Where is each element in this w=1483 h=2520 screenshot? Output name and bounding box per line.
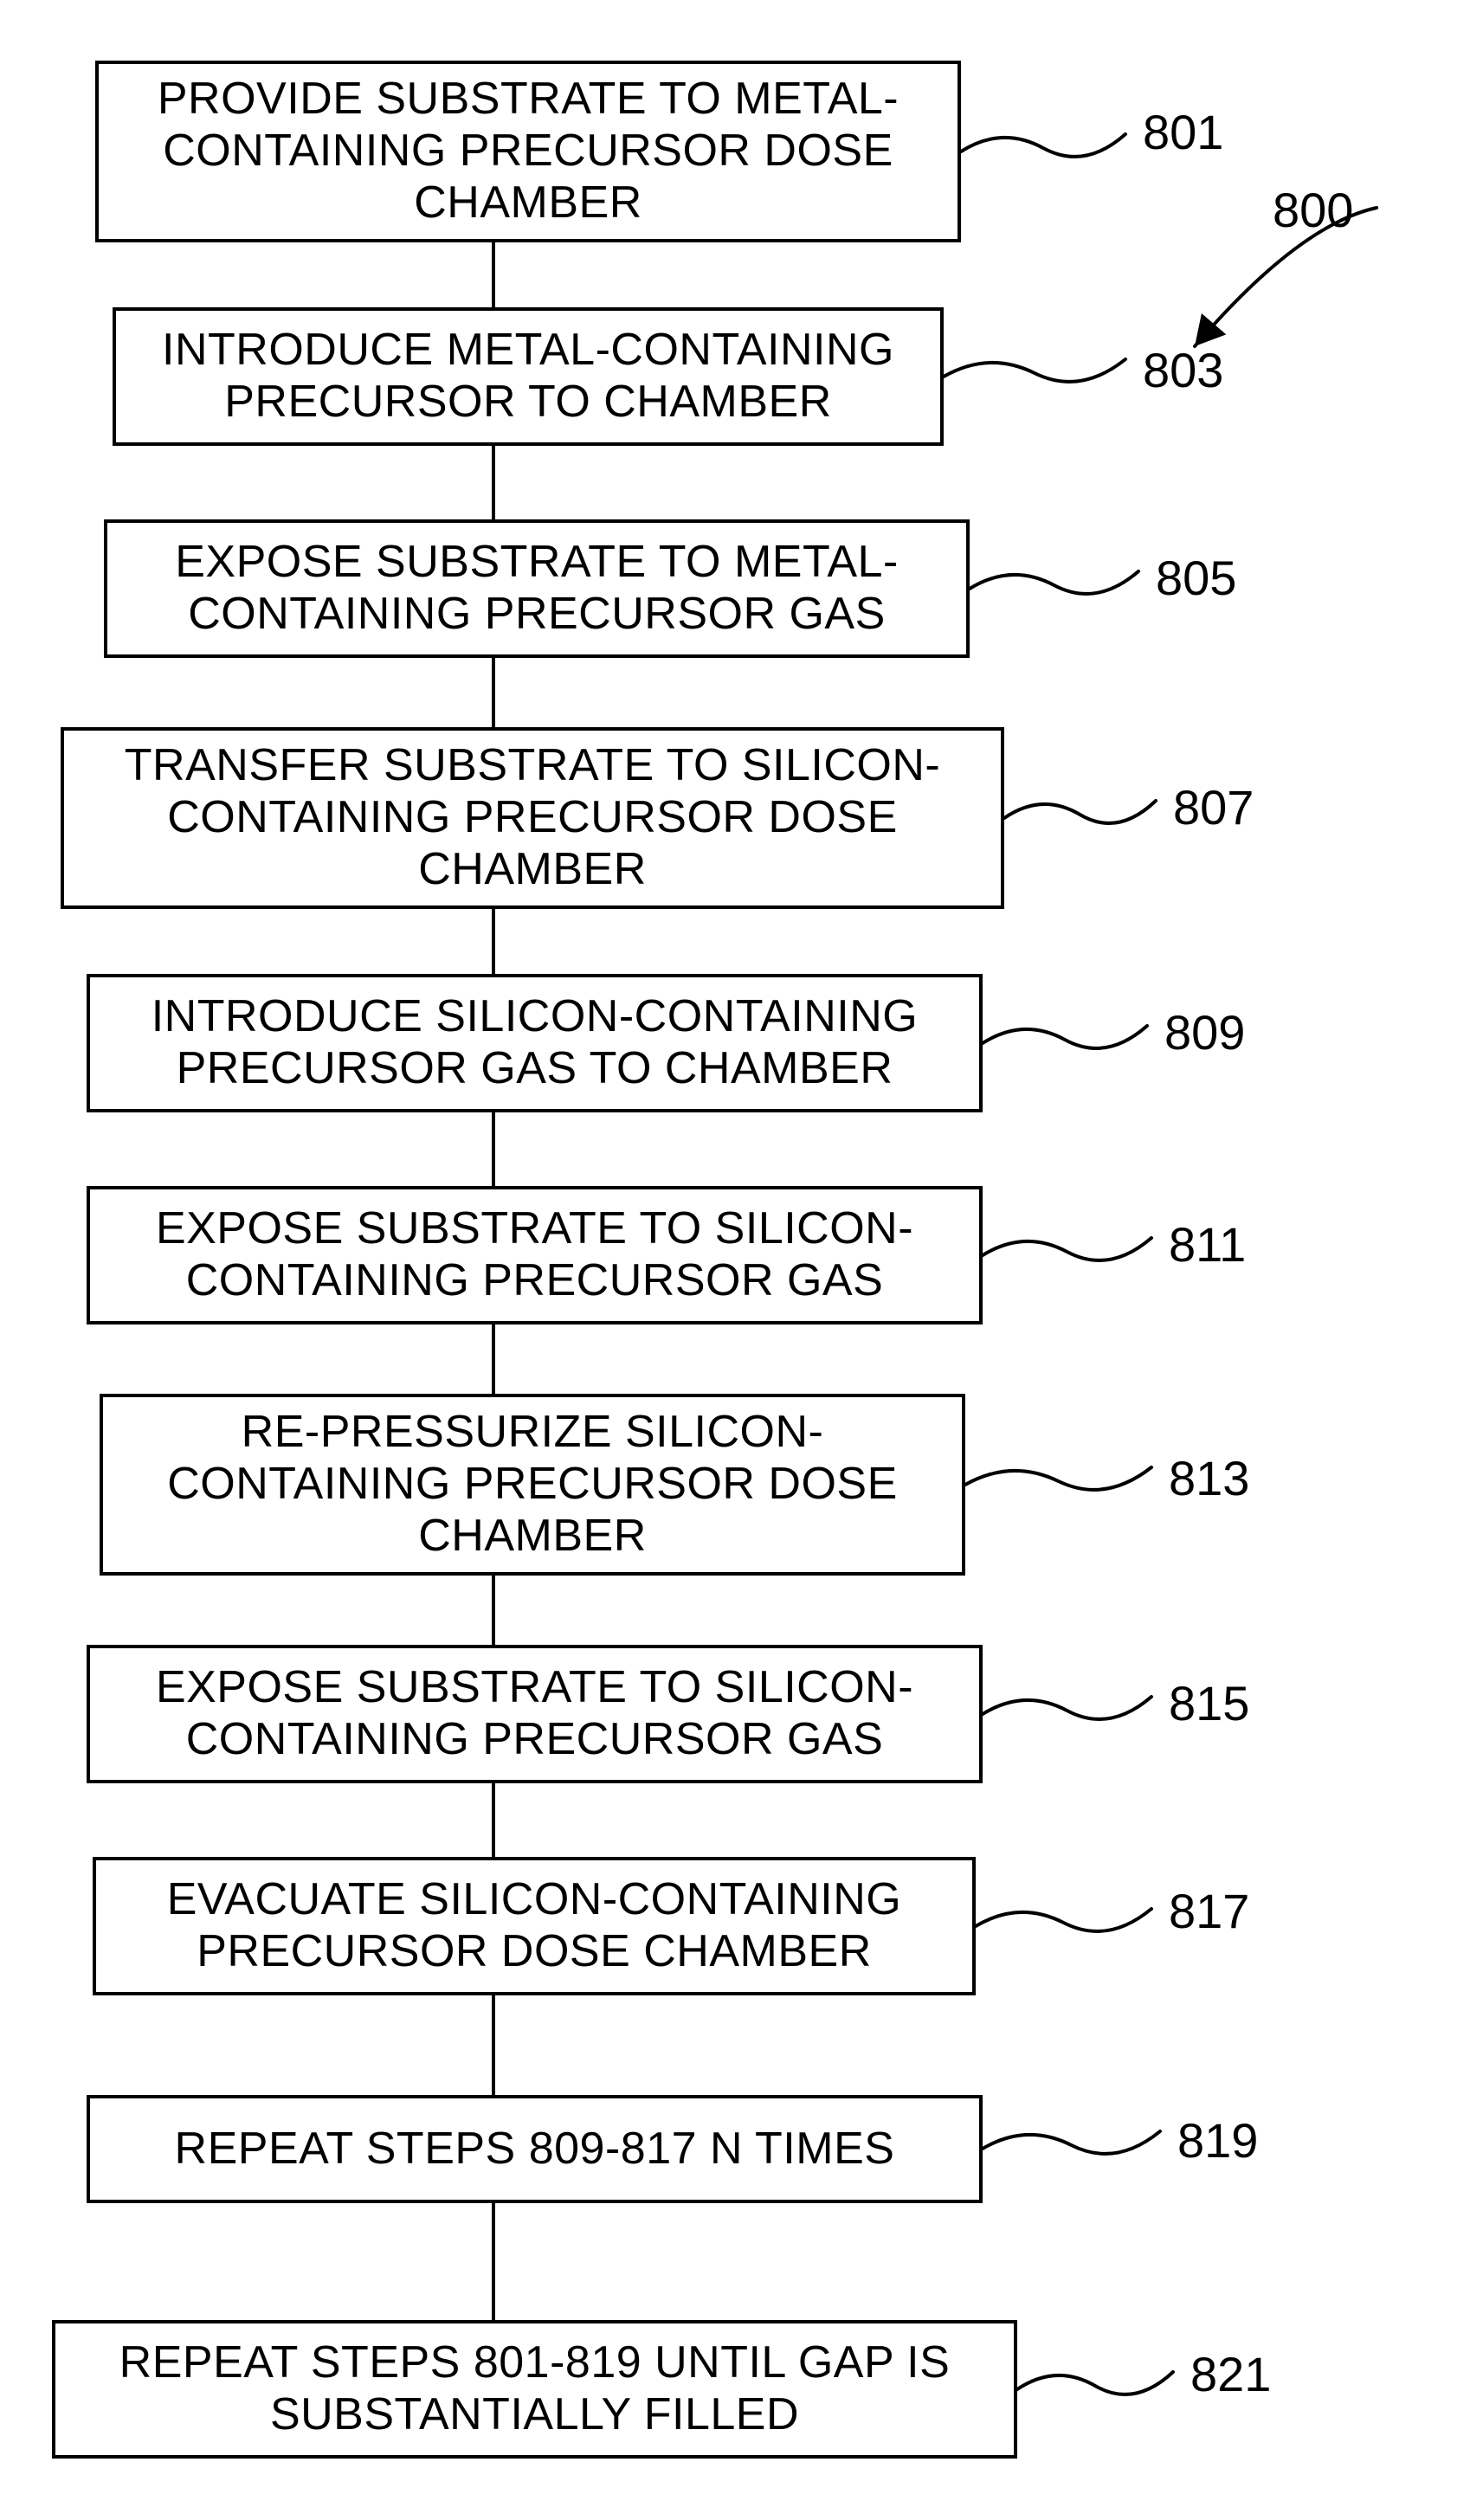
flow-step-text: TRANSFER SUBSTRATE TO SILICON-CONTAINING… <box>125 740 940 895</box>
flow-step-number: 819 <box>1177 2112 1258 2169</box>
flow-step-819: REPEAT STEPS 809-817 N TIMES <box>87 2095 983 2203</box>
flow-step-text: REPEAT STEPS 801-819 UNTIL GAP ISSUBSTAN… <box>119 2337 951 2441</box>
flow-step-807: TRANSFER SUBSTRATE TO SILICON-CONTAINING… <box>61 727 1004 909</box>
flow-step-801: PROVIDE SUBSTRATE TO METAL-CONTAINING PR… <box>95 61 961 242</box>
flow-step-text: EVACUATE SILICON-CONTAININGPRECURSOR DOS… <box>167 1874 901 1978</box>
flow-step-number: 821 <box>1190 2346 1271 2402</box>
flow-step-809: INTRODUCE SILICON-CONTAININGPRECURSOR GA… <box>87 974 983 1112</box>
flow-step-text: EXPOSE SUBSTRATE TO SILICON-CONTAINING P… <box>156 1203 913 1307</box>
flow-step-text: EXPOSE SUBSTRATE TO METAL-CONTAINING PRE… <box>175 537 899 641</box>
flow-step-803: INTRODUCE METAL-CONTAININGPRECURSOR TO C… <box>113 307 944 446</box>
flow-step-text: EXPOSE SUBSTRATE TO SILICON-CONTAINING P… <box>156 1662 913 1766</box>
flow-step-text: INTRODUCE METAL-CONTAININGPRECURSOR TO C… <box>162 325 894 429</box>
flow-step-number: 815 <box>1169 1675 1249 1731</box>
flow-step-text: PROVIDE SUBSTRATE TO METAL-CONTAINING PR… <box>158 74 899 229</box>
flow-step-813: RE-PRESSURIZE SILICON-CONTAINING PRECURS… <box>100 1394 965 1576</box>
flow-step-number: 811 <box>1169 1216 1246 1273</box>
flow-step-text: INTRODUCE SILICON-CONTAININGPRECURSOR GA… <box>152 991 919 1095</box>
flow-step-number: 801 <box>1143 104 1223 160</box>
flow-step-811: EXPOSE SUBSTRATE TO SILICON-CONTAINING P… <box>87 1186 983 1324</box>
flow-step-number: 805 <box>1156 550 1236 606</box>
flow-step-number: 813 <box>1169 1450 1249 1506</box>
flow-step-text: REPEAT STEPS 809-817 N TIMES <box>175 2124 895 2175</box>
flow-step-number: 807 <box>1173 779 1254 835</box>
flow-step-number: 817 <box>1169 1883 1249 1939</box>
flow-step-number: 803 <box>1143 342 1223 398</box>
flow-step-821: REPEAT STEPS 801-819 UNTIL GAP ISSUBSTAN… <box>52 2320 1017 2459</box>
flow-step-number: 809 <box>1164 1004 1245 1060</box>
flow-step-817: EVACUATE SILICON-CONTAININGPRECURSOR DOS… <box>93 1857 976 1995</box>
flow-step-815: EXPOSE SUBSTRATE TO SILICON-CONTAINING P… <box>87 1645 983 1783</box>
flow-step-text: RE-PRESSURIZE SILICON-CONTAINING PRECURS… <box>167 1407 898 1562</box>
flow-step-805: EXPOSE SUBSTRATE TO METAL-CONTAINING PRE… <box>104 519 970 658</box>
diagram-number: 800 <box>1273 182 1353 238</box>
